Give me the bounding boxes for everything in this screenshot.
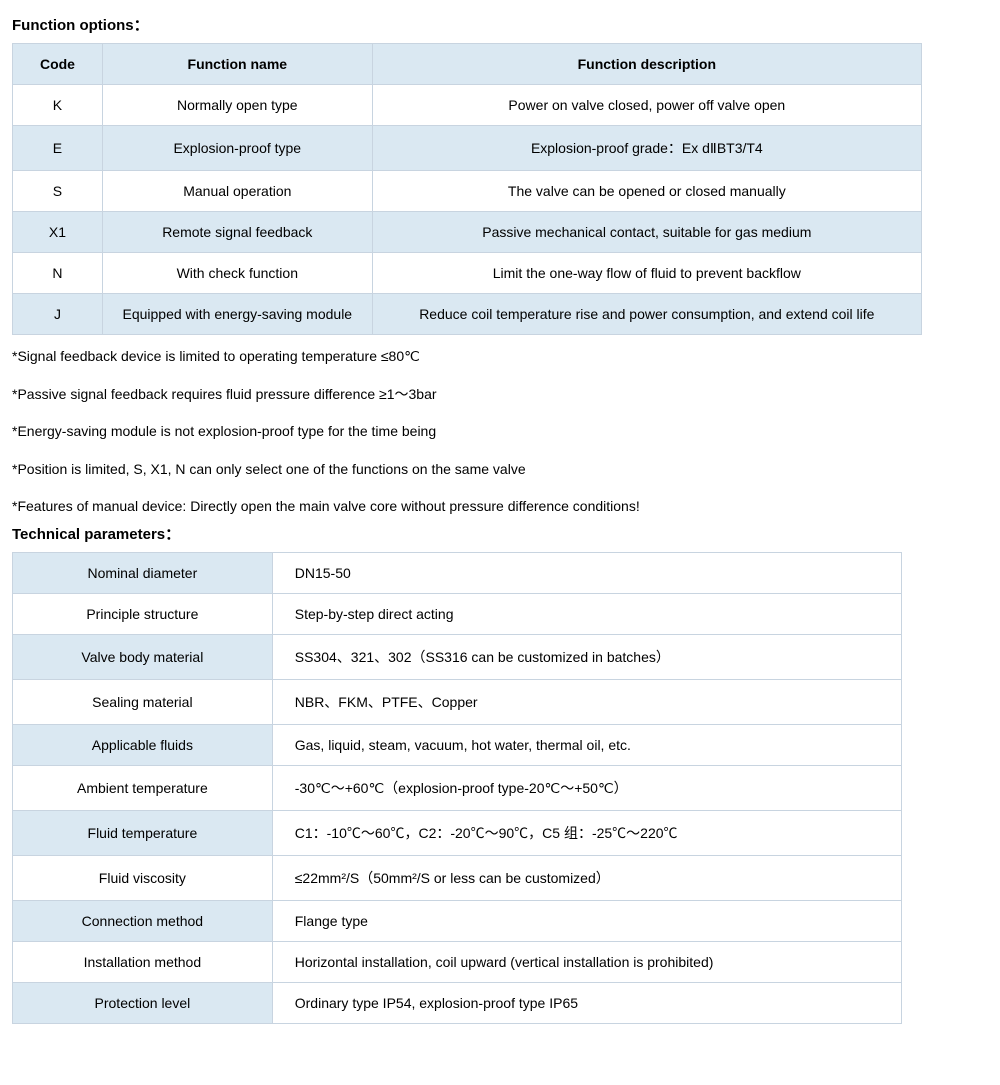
table-row: Connection method Flange type	[13, 900, 902, 941]
table-row: Ambient temperature -30℃～+60℃（explosion-…	[13, 765, 902, 810]
table-row: Valve body material SS304、321、302（SS316 …	[13, 634, 902, 679]
technical-parameters-table: Nominal diameter DN15-50 Principle struc…	[12, 552, 902, 1024]
cell-desc: Explosion-proof grade：Ex dⅡBT3/T4	[372, 126, 921, 171]
cell-desc: Power on valve closed, power off valve o…	[372, 85, 921, 126]
param-label: Valve body material	[13, 634, 273, 679]
function-options-title: Function options：	[12, 14, 988, 35]
cell-name: With check function	[102, 253, 372, 294]
cell-name: Explosion-proof type	[102, 126, 372, 171]
cell-name: Equipped with energy-saving module	[102, 294, 372, 335]
cell-desc: Reduce coil temperature rise and power c…	[372, 294, 921, 335]
param-label: Principle structure	[13, 593, 273, 634]
table-row: Protection level Ordinary type IP54, exp…	[13, 982, 902, 1023]
param-value: Horizontal installation, coil upward (ve…	[272, 941, 901, 982]
param-label: Sealing material	[13, 679, 273, 724]
function-options-table: Code Function name Function description …	[12, 43, 922, 335]
table-row: Sealing material NBR、FKM、PTFE、Copper	[13, 679, 902, 724]
param-label: Nominal diameter	[13, 552, 273, 593]
function-notes: *Signal feedback device is limited to op…	[12, 347, 988, 517]
table-header-row: Code Function name Function description	[13, 44, 922, 85]
header-code: Code	[13, 44, 103, 85]
note-line: *Energy-saving module is not explosion-p…	[12, 422, 988, 442]
note-line: *Features of manual device: Directly ope…	[12, 497, 988, 517]
table-row: Applicable fluids Gas, liquid, steam, va…	[13, 724, 902, 765]
cell-desc: Limit the one-way flow of fluid to preve…	[372, 253, 921, 294]
param-label: Applicable fluids	[13, 724, 273, 765]
table-row: Nominal diameter DN15-50	[13, 552, 902, 593]
param-label: Connection method	[13, 900, 273, 941]
param-label: Fluid temperature	[13, 810, 273, 855]
param-label: Fluid viscosity	[13, 855, 273, 900]
param-value: Ordinary type IP54, explosion-proof type…	[272, 982, 901, 1023]
header-desc: Function description	[372, 44, 921, 85]
param-label: Protection level	[13, 982, 273, 1023]
param-label: Ambient temperature	[13, 765, 273, 810]
param-value: ≤22mm²/S（50mm²/S or less can be customiz…	[272, 855, 901, 900]
table-row: Fluid viscosity ≤22mm²/S（50mm²/S or less…	[13, 855, 902, 900]
param-value: -30℃～+60℃（explosion-proof type-20℃～+50℃）	[272, 765, 901, 810]
cell-desc: Passive mechanical contact, suitable for…	[372, 212, 921, 253]
header-name: Function name	[102, 44, 372, 85]
param-value: NBR、FKM、PTFE、Copper	[272, 679, 901, 724]
cell-code: E	[13, 126, 103, 171]
table-row: Installation method Horizontal installat…	[13, 941, 902, 982]
cell-code: S	[13, 171, 103, 212]
note-line: *Passive signal feedback requires fluid …	[12, 385, 988, 405]
param-value: Flange type	[272, 900, 901, 941]
param-value: C1：-10℃～60℃，C2：-20℃～90℃，C5 组：-25℃～220℃	[272, 810, 901, 855]
table-row: J Equipped with energy-saving module Red…	[13, 294, 922, 335]
cell-code: K	[13, 85, 103, 126]
cell-name: Normally open type	[102, 85, 372, 126]
param-value: Gas, liquid, steam, vacuum, hot water, t…	[272, 724, 901, 765]
table-row: Principle structure Step-by-step direct …	[13, 593, 902, 634]
param-label: Installation method	[13, 941, 273, 982]
cell-desc: The valve can be opened or closed manual…	[372, 171, 921, 212]
note-line: *Position is limited, S, X1, N can only …	[12, 460, 988, 480]
param-value: SS304、321、302（SS316 can be customized in…	[272, 634, 901, 679]
param-value: DN15-50	[272, 552, 901, 593]
param-value: Step-by-step direct acting	[272, 593, 901, 634]
cell-name: Remote signal feedback	[102, 212, 372, 253]
note-line: *Signal feedback device is limited to op…	[12, 347, 988, 367]
table-row: E Explosion-proof type Explosion-proof g…	[13, 126, 922, 171]
cell-code: X1	[13, 212, 103, 253]
cell-code: N	[13, 253, 103, 294]
table-row: S Manual operation The valve can be open…	[13, 171, 922, 212]
cell-code: J	[13, 294, 103, 335]
cell-name: Manual operation	[102, 171, 372, 212]
table-row: N With check function Limit the one-way …	[13, 253, 922, 294]
technical-parameters-title: Technical parameters：	[12, 523, 988, 544]
table-row: X1 Remote signal feedback Passive mechan…	[13, 212, 922, 253]
table-row: Fluid temperature C1：-10℃～60℃，C2：-20℃～90…	[13, 810, 902, 855]
table-row: K Normally open type Power on valve clos…	[13, 85, 922, 126]
